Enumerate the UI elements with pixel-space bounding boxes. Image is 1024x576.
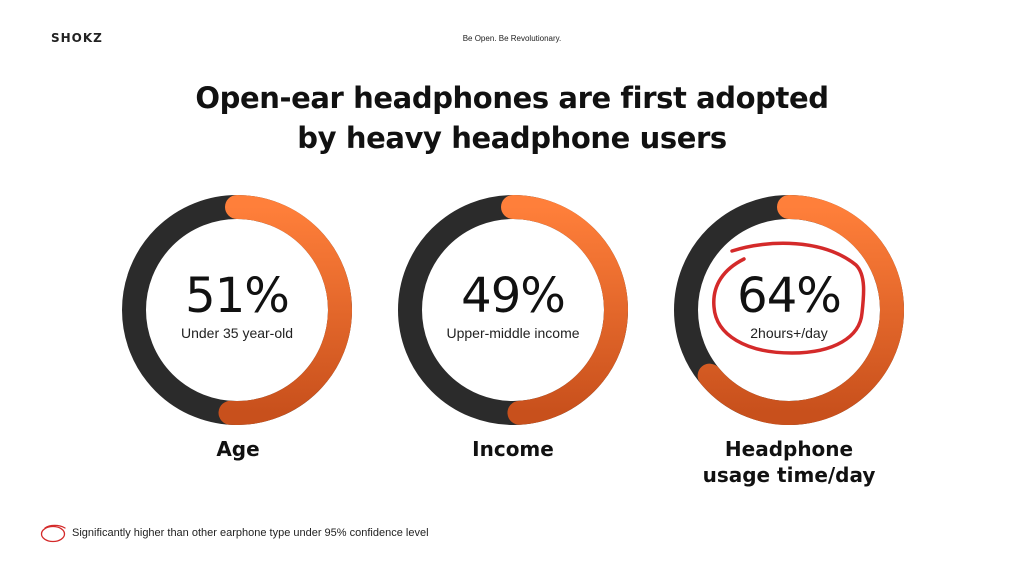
category-label-usage-line-1: Headphone — [724, 437, 854, 461]
highlight-circle — [712, 241, 866, 355]
donut-value-arc — [501, 195, 628, 425]
donut-sublabel: Under 35 year-old — [180, 325, 294, 341]
tagline: Be Open. Be Revolutionary. — [462, 34, 562, 43]
category-label-age: Age — [216, 437, 260, 461]
donut-value-arc — [697, 195, 904, 425]
donut-chart-age: 51% Under 35 year-old — [122, 195, 352, 425]
slide-title-line-2: by heavy headphone users — [297, 121, 727, 155]
donut-value-arc — [218, 195, 352, 425]
category-label-usage: Headphone usage time/day — [659, 436, 919, 488]
donut-sublabel: Upper-middle income — [446, 325, 580, 341]
donut-value: 49% — [461, 268, 566, 324]
category-label-income: Income — [472, 437, 554, 461]
donut-svg — [122, 195, 352, 425]
brand-logo: SHOKZ — [51, 31, 103, 45]
footnote-text: Significantly higher than other earphone… — [72, 527, 429, 539]
footnote: Significantly higher than other earphone… — [40, 522, 429, 544]
donut-svg — [398, 195, 628, 425]
category-label-usage-line-2: usage time/day — [702, 463, 876, 487]
donut-value: 64% — [737, 268, 842, 324]
donut-chart-income: 49% Upper-middle income — [398, 195, 628, 425]
donut-svg — [674, 195, 904, 425]
slide-title-line-1: Open-ear headphones are first adopted — [195, 81, 829, 115]
donut-value: 51% — [185, 268, 290, 324]
red-circle-icon — [40, 524, 66, 543]
donut-chart-usage: 64% 2hours+/day — [674, 195, 904, 425]
donut-sublabel: 2hours+/day — [750, 325, 828, 341]
slide-title: Open-ear headphones are first adopted by… — [0, 78, 1024, 158]
